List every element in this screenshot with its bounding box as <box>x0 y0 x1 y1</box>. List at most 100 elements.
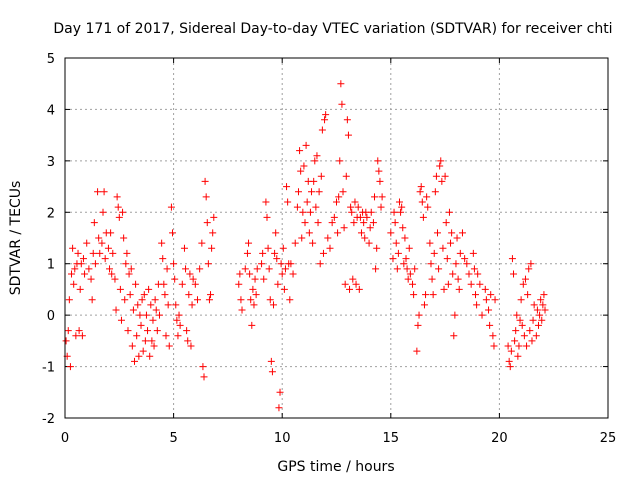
data-point <box>111 275 119 283</box>
y-tick-label: -1 <box>42 361 55 376</box>
data-point <box>510 270 518 278</box>
data-point <box>431 188 439 196</box>
data-point <box>284 198 292 206</box>
data-point <box>406 270 414 278</box>
x-tick-label: 20 <box>491 431 508 446</box>
data-point <box>374 157 382 165</box>
data-point <box>526 327 534 335</box>
data-point <box>343 116 351 124</box>
y-tick-label: 1 <box>47 258 55 273</box>
data-point <box>478 311 486 319</box>
plot-frame <box>64 57 609 419</box>
data-point <box>472 291 480 299</box>
data-point <box>286 296 294 304</box>
data-point <box>171 275 179 283</box>
data-point <box>489 332 497 340</box>
data-point <box>262 198 270 206</box>
data-point <box>145 285 153 293</box>
data-point <box>452 260 460 268</box>
data-point <box>517 296 525 304</box>
data-point <box>275 404 283 412</box>
data-point <box>449 270 457 278</box>
data-point <box>527 260 535 268</box>
data-point <box>280 285 288 293</box>
data-point <box>77 260 85 268</box>
data-point <box>241 265 249 273</box>
data-point <box>104 244 112 252</box>
data-point <box>301 219 309 227</box>
x-tick-label: 15 <box>383 431 400 446</box>
data-point <box>393 265 401 273</box>
data-point <box>283 183 291 191</box>
data-point <box>281 265 289 273</box>
data-point <box>65 296 73 304</box>
data-point <box>139 347 147 355</box>
data-point <box>428 275 436 283</box>
data-point <box>420 301 428 309</box>
data-point <box>518 321 526 329</box>
data-point <box>405 244 413 252</box>
data-point <box>360 219 368 227</box>
data-point <box>438 177 446 185</box>
data-point <box>533 306 541 314</box>
data-point <box>401 234 409 242</box>
data-point <box>372 265 380 273</box>
data-point <box>319 249 327 257</box>
data-point <box>302 141 310 149</box>
data-point <box>378 193 386 201</box>
data-point <box>458 229 466 237</box>
data-point <box>167 203 175 211</box>
data-point <box>524 291 532 299</box>
data-point <box>237 296 245 304</box>
data-point <box>445 208 453 216</box>
data-point <box>117 316 125 324</box>
data-point <box>150 342 158 350</box>
data-point <box>377 203 385 211</box>
data-point <box>253 265 261 273</box>
data-point <box>263 213 271 221</box>
data-point <box>404 275 412 283</box>
data-point <box>504 342 512 350</box>
data-point <box>129 306 137 314</box>
data-point <box>99 208 107 216</box>
data-point <box>511 337 519 345</box>
data-point <box>75 327 83 335</box>
data-point <box>355 285 363 293</box>
data-point <box>467 280 475 288</box>
data-point <box>305 229 313 237</box>
data-point <box>298 234 306 242</box>
data-point <box>108 270 116 278</box>
data-point <box>436 162 444 170</box>
data-point <box>155 311 163 319</box>
data-point <box>193 296 201 304</box>
data-point <box>389 255 397 263</box>
data-point <box>303 198 311 206</box>
data-point <box>432 172 440 180</box>
data-point <box>126 291 134 299</box>
data-point <box>74 249 82 257</box>
data-point <box>506 363 514 371</box>
data-point <box>251 275 259 283</box>
data-point <box>161 291 169 299</box>
data-point <box>375 167 383 175</box>
data-point <box>350 219 358 227</box>
data-point <box>312 203 320 211</box>
data-point <box>163 265 171 273</box>
data-point <box>318 126 326 134</box>
data-point <box>313 152 321 160</box>
data-point <box>390 208 398 216</box>
data-point <box>469 249 477 257</box>
data-point <box>187 342 195 350</box>
y-tick-label: 5 <box>47 52 55 67</box>
data-point <box>539 301 547 309</box>
data-point <box>70 280 78 288</box>
data-point <box>72 332 80 340</box>
data-point <box>203 219 211 227</box>
data-point <box>271 249 279 257</box>
data-point <box>514 352 522 360</box>
data-point <box>299 208 307 216</box>
data-point <box>322 111 330 119</box>
data-point <box>273 255 281 263</box>
data-point <box>71 265 79 273</box>
data-point <box>265 265 273 273</box>
